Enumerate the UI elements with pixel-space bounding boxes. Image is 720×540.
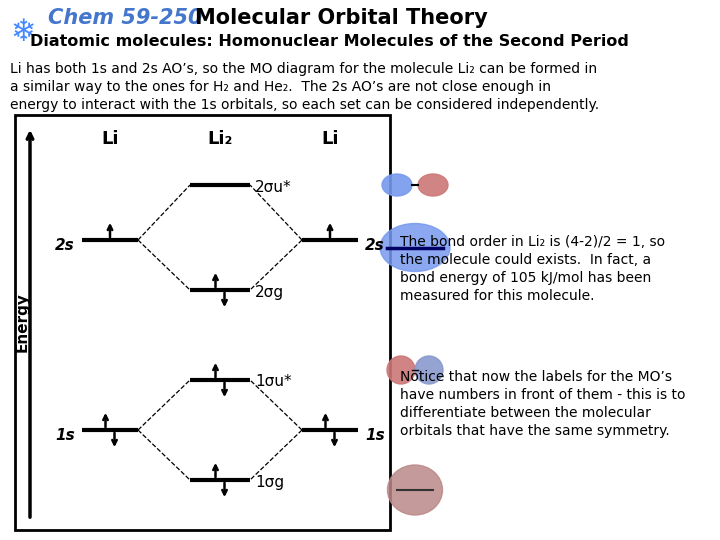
Ellipse shape <box>380 224 450 272</box>
Ellipse shape <box>382 174 412 196</box>
Text: ❄: ❄ <box>10 18 35 47</box>
Text: have numbers in front of them - this is to: have numbers in front of them - this is … <box>400 388 685 402</box>
Text: Li: Li <box>102 130 119 148</box>
Text: 2σu*: 2σu* <box>255 179 292 194</box>
Text: energy to interact with the 1s orbitals, so each set can be considered independe: energy to interact with the 1s orbitals,… <box>10 98 599 112</box>
Text: 2σg: 2σg <box>255 285 284 300</box>
Text: Li: Li <box>321 130 338 148</box>
Ellipse shape <box>415 356 443 384</box>
Ellipse shape <box>387 356 415 384</box>
Text: measured for this molecule.: measured for this molecule. <box>400 289 595 303</box>
Text: the molecule could exists.  In fact, a: the molecule could exists. In fact, a <box>400 253 651 267</box>
Text: Molecular Orbital Theory: Molecular Orbital Theory <box>195 8 487 28</box>
Text: 1s: 1s <box>55 428 75 442</box>
Text: 1σu*: 1σu* <box>255 375 292 389</box>
Bar <box>15 115 390 530</box>
Text: Notice that now the labels for the MO’s: Notice that now the labels for the MO’s <box>400 370 672 384</box>
Ellipse shape <box>418 174 448 196</box>
Ellipse shape <box>387 465 443 515</box>
Text: differentiate between the molecular: differentiate between the molecular <box>400 406 651 420</box>
Text: Energy: Energy <box>14 293 30 353</box>
Text: The bond order in Li₂ is (4-2)/2 = 1, so: The bond order in Li₂ is (4-2)/2 = 1, so <box>400 235 665 249</box>
Text: a similar way to the ones for H₂ and He₂.  The 2s AO’s are not close enough in: a similar way to the ones for H₂ and He₂… <box>10 80 551 94</box>
Text: Li₂: Li₂ <box>207 130 233 148</box>
Text: 2s: 2s <box>55 238 75 253</box>
Text: Chem 59-250: Chem 59-250 <box>48 8 202 28</box>
Text: 2s: 2s <box>365 238 384 253</box>
Text: Diatomic molecules: Homonuclear Molecules of the Second Period: Diatomic molecules: Homonuclear Molecule… <box>30 34 629 49</box>
Text: orbitals that have the same symmetry.: orbitals that have the same symmetry. <box>400 424 670 438</box>
Text: bond energy of 105 kJ/mol has been: bond energy of 105 kJ/mol has been <box>400 271 652 285</box>
Text: 1σg: 1σg <box>255 475 284 489</box>
Text: 1s: 1s <box>365 428 384 442</box>
Text: Li has both 1s and 2s AO’s, so the MO diagram for the molecule Li₂ can be formed: Li has both 1s and 2s AO’s, so the MO di… <box>10 62 597 76</box>
